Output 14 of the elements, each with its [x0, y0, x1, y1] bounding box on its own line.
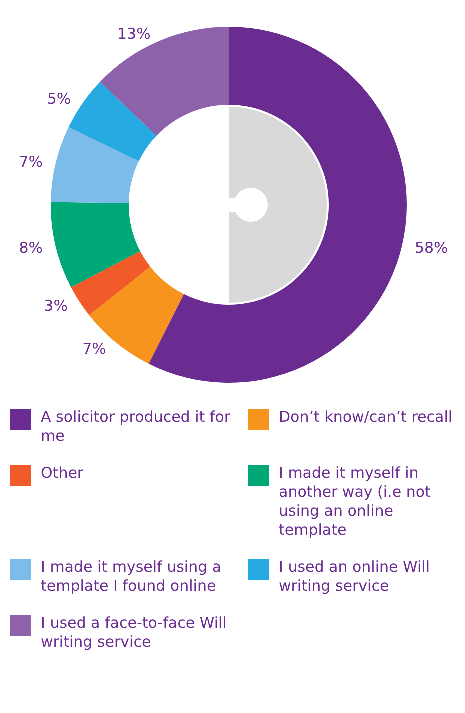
data-label: 58%	[414, 239, 448, 257]
legend-label: I used a face-to-face Will writing service	[41, 614, 228, 652]
data-label: 7%	[82, 340, 106, 358]
data-label: 5%	[47, 90, 72, 108]
data-label: 3%	[44, 297, 68, 316]
data-label: 8%	[19, 239, 44, 257]
legend-label: Don’t know/can’t recall	[279, 408, 453, 427]
legend-label: Other	[41, 464, 84, 483]
data-label: 13%	[117, 25, 151, 43]
legend-label: I used an online Will writing service	[279, 558, 432, 596]
legend-label: A solicitor produced it for me	[41, 408, 232, 446]
legend-label: I made it myself using a template I found online	[41, 558, 223, 596]
legend-label: I made it myself in another way (i.e not using an online template	[279, 464, 432, 540]
data-label: 7%	[19, 153, 44, 171]
